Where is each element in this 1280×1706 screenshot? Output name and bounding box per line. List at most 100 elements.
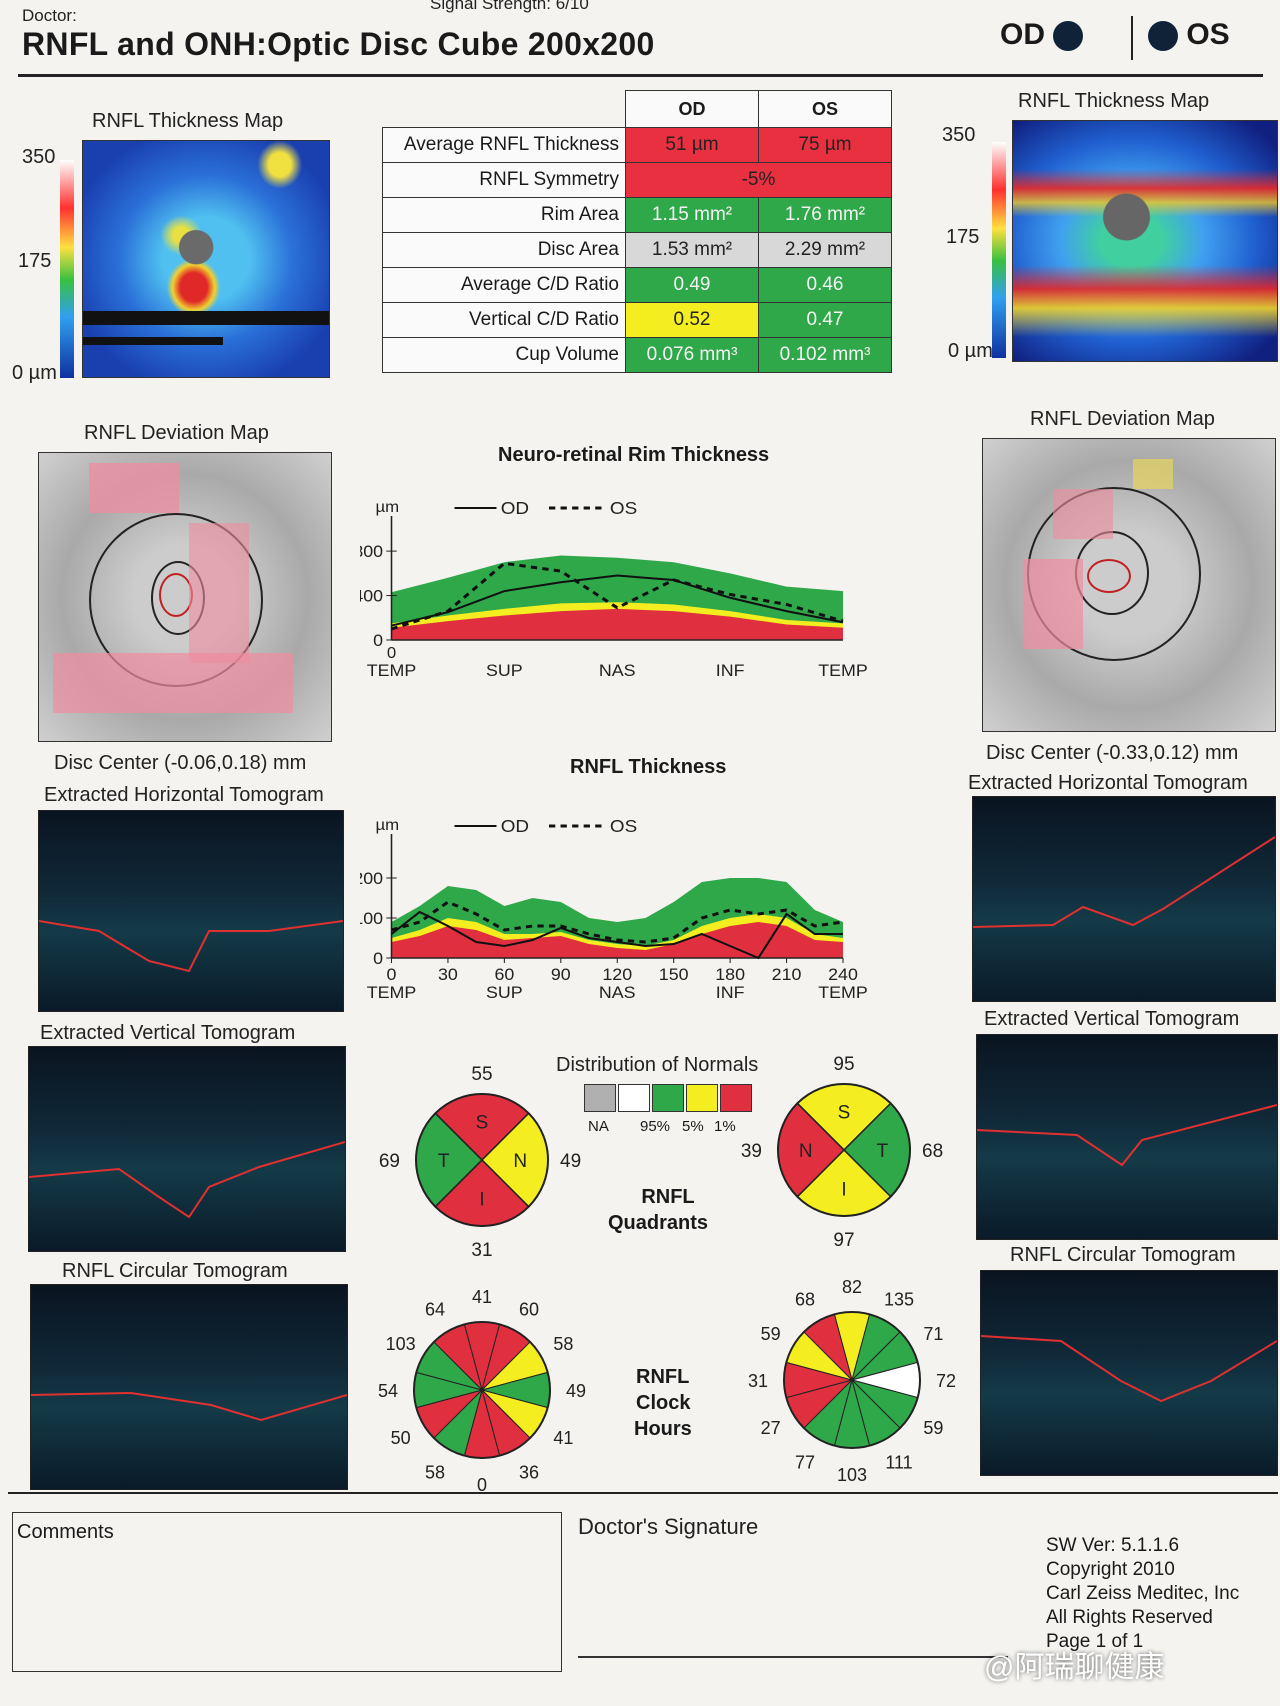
cup-volume-os: 0.102 mm³ xyxy=(758,337,892,373)
clock-hour-value: 36 xyxy=(519,1462,539,1482)
rnfl-symmetry-value: -5% xyxy=(625,162,892,198)
clock-label-3: Hours xyxy=(634,1418,692,1440)
signal-strength-label: Signal Strength: 6/10 xyxy=(430,0,589,13)
vertical-cd-od: 0.52 xyxy=(625,302,759,338)
x-region-label: SUP xyxy=(486,660,523,680)
os-vertical-tomogram-trace xyxy=(976,1104,1278,1167)
os-eye-indicator: OS xyxy=(1148,18,1230,52)
y-tick-label: 0 xyxy=(373,948,383,968)
title-rule xyxy=(18,74,1263,77)
clock-hour-value: 68 xyxy=(795,1290,815,1310)
x-tick-label: 30 xyxy=(438,964,458,984)
clock-hour-value: 135 xyxy=(884,1290,914,1310)
series-line-os xyxy=(391,561,844,631)
rim-chart-title: Neuro-retinal Rim Thickness xyxy=(498,444,770,466)
os-scale-mid: 175 xyxy=(946,226,980,248)
software-info: SW Ver: 5.1.1.6 Copyright 2010 Carl Zeis… xyxy=(1046,1534,1239,1654)
os-clock-hours-chart: 82 135 71 72 59 111 103 77 27 31 59 68 xyxy=(748,1277,956,1485)
x-region-label: NAS xyxy=(599,982,636,1002)
signature-line xyxy=(578,1656,1008,1658)
clock-outline xyxy=(413,1321,551,1459)
od-horizontal-tomogram xyxy=(38,810,344,1012)
os-color-scale xyxy=(992,142,1006,358)
clock-hour-value: 82 xyxy=(842,1277,862,1297)
quadrant-letter-i: I xyxy=(841,1179,846,1200)
row-label: Average C/D Ratio xyxy=(382,267,626,303)
disc-area-os: 2.29 mm² xyxy=(758,232,892,268)
clock-hour-value: 41 xyxy=(472,1287,492,1307)
legend-na-swatch xyxy=(584,1084,616,1112)
clock-label-2: Clock xyxy=(636,1392,691,1414)
row-label: Vertical C/D Ratio xyxy=(382,302,626,338)
od-disc-center: Disc Center (-0.06,0.18) mm xyxy=(54,752,307,774)
x-region-label: TEMP xyxy=(818,660,868,680)
os-rnfl-thickness-map xyxy=(1012,120,1278,362)
x-tick-label: 120 xyxy=(602,964,632,984)
quadrant-value-right: 49 xyxy=(560,1151,581,1172)
od-deviation-title: RNFL Deviation Map xyxy=(84,422,269,444)
quadrant-value-top: 55 xyxy=(471,1064,492,1085)
clock-hour-value: 60 xyxy=(519,1300,539,1320)
y-tick-label: 800 xyxy=(360,542,383,562)
y-tick-label: 100 xyxy=(360,908,383,928)
clock-hour-value: 54 xyxy=(378,1381,398,1401)
comments-label: Comments xyxy=(17,1521,114,1543)
rim-area-od: 1.15 mm² xyxy=(625,197,759,233)
row-label: Average RNFL Thickness xyxy=(382,127,626,163)
os-vertical-tomogram xyxy=(976,1034,1278,1240)
series-line-os xyxy=(391,900,844,944)
row-label: Cup Volume xyxy=(382,337,626,373)
signature-label: Doctor's Signature xyxy=(578,1514,759,1539)
avg-cd-os: 0.46 xyxy=(758,267,892,303)
os-cup-outline xyxy=(1087,559,1131,593)
od-deviation-map xyxy=(38,452,332,742)
summary-parameters-table: OD OS Average RNFL Thickness 51 µm 75 µm… xyxy=(382,90,892,373)
os-disc-center: Disc Center (-0.33,0.12) mm xyxy=(986,742,1239,764)
od-horizontal-tomogram-trace xyxy=(38,920,344,973)
quadrant-letter-s: S xyxy=(838,1103,851,1124)
clock-hour-value: 111 xyxy=(885,1452,912,1472)
quadrant-letter-t: T xyxy=(438,1151,450,1172)
normal-band-red xyxy=(391,922,843,958)
os-quadrants-chart: S T I N 95 97 39 68 xyxy=(741,1054,943,1251)
x-tick-label: 60 xyxy=(494,964,514,984)
legend-os-label: OS xyxy=(610,815,637,835)
quadrant-letter-s: S xyxy=(476,1113,489,1134)
os-circular-tomogram-title: RNFL Circular Tomogram xyxy=(1010,1244,1236,1266)
x-tick-label: 150 xyxy=(659,964,689,984)
quadrant-outline xyxy=(777,1083,911,1217)
chart-plot-area: 0100200µmODOS0306090120150180210240TEMPS… xyxy=(360,815,868,1001)
od-map-artifact-bar xyxy=(83,337,223,345)
x-region-label: TEMP xyxy=(367,660,417,680)
os-deviation-map xyxy=(982,438,1276,732)
quadrant-letter-n: N xyxy=(799,1141,813,1162)
os-scale-top: 350 xyxy=(942,124,976,146)
summary-corner xyxy=(382,90,626,128)
os-scale-bottom: 0 µm xyxy=(948,340,993,362)
clock-hour-value: 58 xyxy=(553,1334,573,1354)
row-label: RNFL Symmetry xyxy=(382,162,626,198)
x-region-label: INF xyxy=(716,660,745,680)
x-tick-label: 240 xyxy=(828,964,858,984)
os-circular-tomogram-trace xyxy=(980,1335,1278,1403)
clock-hour-value: 103 xyxy=(386,1334,416,1354)
summary-col-os: OS xyxy=(758,90,892,128)
quadrants-label: RNFL xyxy=(641,1186,695,1208)
row-label: Rim Area xyxy=(382,197,626,233)
distribution-title: Distribution of Normals xyxy=(556,1054,759,1076)
legend-green-swatch xyxy=(652,1084,684,1112)
avg-rnfl-od: 51 µm xyxy=(625,127,759,163)
quadrant-value-bottom: 97 xyxy=(833,1230,854,1251)
os-horizontal-tomogram xyxy=(972,796,1276,1002)
od-horizontal-tomogram-title: Extracted Horizontal Tomogram xyxy=(44,784,324,806)
od-dot-icon xyxy=(1053,21,1084,52)
od-deviation-patch xyxy=(189,523,249,663)
rim-thickness-chart: 0400800µmODOS0TEMPSUPNASINFTEMP xyxy=(360,497,868,680)
summary-col-od: OD xyxy=(625,90,759,128)
vertical-cd-os: 0.47 xyxy=(758,302,892,338)
os-deviation-patch xyxy=(1023,559,1083,649)
od-vertical-tomogram-trace xyxy=(28,1141,346,1219)
company: Carl Zeiss Meditec, Inc xyxy=(1046,1583,1240,1604)
watermark: @阿瑞聊健康 xyxy=(984,1651,1165,1684)
footer-rule xyxy=(8,1492,1278,1494)
